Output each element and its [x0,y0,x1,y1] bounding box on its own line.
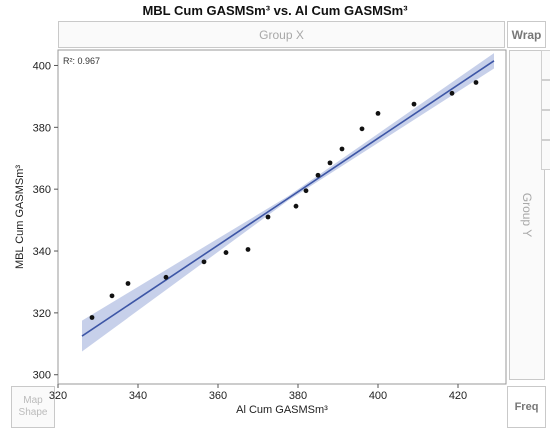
freq-label: Freq [514,401,539,413]
data-point[interactable] [473,80,479,85]
data-point[interactable] [339,146,345,152]
y-tick-label: 340 [33,246,51,258]
wrap-label: Wrap [511,27,542,42]
chart-title: MBL Cum GASMSm³ vs. Al Cum GASMSm³ [142,3,408,18]
data-point[interactable] [375,110,381,116]
side-tab[interactable] [541,50,550,80]
side-tab[interactable] [541,110,550,140]
side-tab[interactable] [541,140,550,170]
data-point[interactable] [89,315,95,320]
data-point[interactable] [201,259,207,265]
x-tick-label: 380 [289,390,307,402]
y-tick-label: 360 [33,184,51,196]
data-point[interactable] [223,250,229,255]
data-point[interactable] [359,126,365,132]
data-point[interactable] [265,214,271,220]
data-point[interactable] [293,203,299,209]
data-point[interactable] [245,247,251,252]
x-tick-label: 320 [49,390,67,402]
group-x-drop-zone[interactable]: Group X [58,21,505,48]
r-squared-annotation: R²: 0.967 [63,56,100,66]
data-point[interactable] [411,101,417,107]
wrap-drop-zone[interactable]: Wrap [507,21,546,48]
x-tick-label: 340 [129,390,147,402]
y-tick-label: 320 [33,308,51,320]
y-tick-label: 400 [33,60,51,72]
y-tick-label: 380 [33,122,51,134]
group-x-label: Group X [259,27,304,42]
y-tick-label: 300 [33,370,51,382]
map-shape-label: Map Shape [18,395,48,418]
data-point[interactable] [109,293,115,299]
data-point[interactable] [303,188,309,194]
side-tab[interactable] [541,80,550,110]
freq-drop-zone[interactable]: Freq [507,386,546,428]
group-y-drop-zone[interactable]: Group Y [509,50,545,380]
data-point[interactable] [315,172,321,178]
data-point[interactable] [163,274,169,280]
data-point[interactable] [125,281,131,286]
data-point[interactable] [449,90,455,96]
y-axis-label: MBL Cum GASMSm³ [14,165,26,269]
x-tick-label: 420 [449,390,467,402]
fit-line [81,60,495,337]
x-axis-label: Al Cum GASMSm³ [236,404,328,416]
x-tick-label: 360 [209,390,227,402]
data-point[interactable] [327,160,333,166]
confidence-band [82,53,494,352]
x-tick-label: 400 [369,390,387,402]
